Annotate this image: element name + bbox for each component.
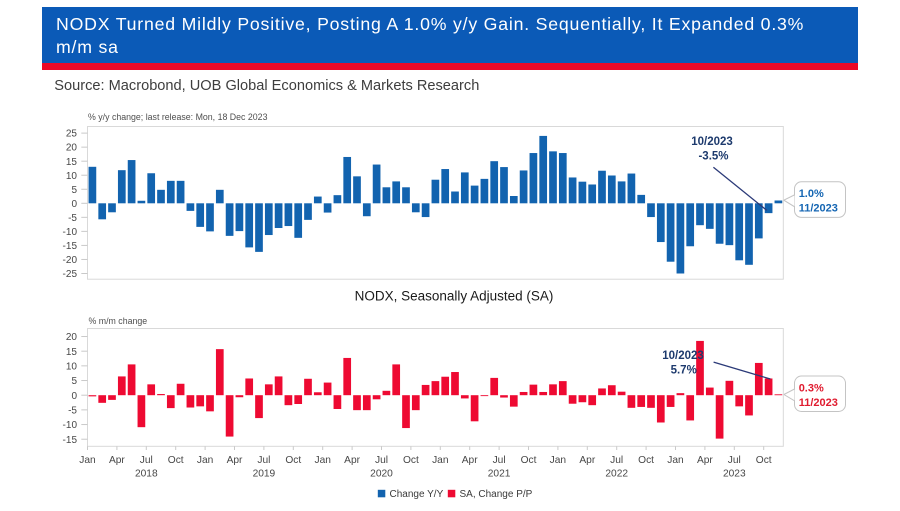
svg-text:-3.5%: -3.5% xyxy=(698,151,728,163)
svg-text:11/2023: 11/2023 xyxy=(799,202,838,214)
svg-text:2023: 2023 xyxy=(723,468,746,479)
svg-text:15: 15 xyxy=(66,347,78,358)
svg-text:20: 20 xyxy=(66,143,78,154)
svg-text:-5: -5 xyxy=(68,405,77,416)
svg-text:Apr: Apr xyxy=(109,455,125,466)
svg-text:15: 15 xyxy=(66,157,78,168)
svg-text:-25: -25 xyxy=(63,269,78,280)
svg-text:Jan: Jan xyxy=(667,455,683,466)
svg-text:2019: 2019 xyxy=(253,468,276,479)
svg-text:Oct: Oct xyxy=(638,455,654,466)
svg-text:-15: -15 xyxy=(63,435,78,446)
svg-text:Jan: Jan xyxy=(197,455,213,466)
svg-text:10/2023: 10/2023 xyxy=(691,136,733,148)
svg-text:5: 5 xyxy=(71,185,77,196)
svg-text:Oct: Oct xyxy=(285,455,301,466)
svg-text:-10: -10 xyxy=(63,420,78,431)
svg-text:NODX, Seasonally Adjusted (SA): NODX, Seasonally Adjusted (SA) xyxy=(355,289,554,304)
svg-text:2020: 2020 xyxy=(370,468,393,479)
svg-text:25: 25 xyxy=(66,129,78,140)
svg-text:-15: -15 xyxy=(63,241,78,252)
svg-text:Jan: Jan xyxy=(550,455,566,466)
svg-text:-10: -10 xyxy=(63,227,78,238)
svg-text:Apr: Apr xyxy=(579,455,595,466)
svg-text:Oct: Oct xyxy=(403,455,419,466)
svg-text:Jul: Jul xyxy=(728,455,741,466)
svg-text:2022: 2022 xyxy=(605,468,628,479)
svg-text:Jan: Jan xyxy=(314,455,330,466)
svg-text:0.3%: 0.3% xyxy=(799,383,824,395)
svg-text:1.0%: 1.0% xyxy=(799,188,824,200)
svg-text:% m/m change: % m/m change xyxy=(89,316,148,326)
svg-text:Oct: Oct xyxy=(756,455,772,466)
svg-text:Jul: Jul xyxy=(375,455,388,466)
svg-text:Apr: Apr xyxy=(227,455,243,466)
svg-text:Apr: Apr xyxy=(462,455,478,466)
svg-text:-20: -20 xyxy=(63,255,78,266)
svg-text:Jul: Jul xyxy=(610,455,623,466)
svg-text:% y/y change; last release: Mo: % y/y change; last release: Mon, 18 Dec … xyxy=(88,112,268,122)
svg-text:Jan: Jan xyxy=(79,455,95,466)
svg-text:5: 5 xyxy=(71,376,77,387)
svg-text:2021: 2021 xyxy=(488,468,511,479)
svg-text:20: 20 xyxy=(66,332,78,343)
svg-text:Oct: Oct xyxy=(168,455,184,466)
svg-text:Jul: Jul xyxy=(140,455,153,466)
svg-text:-5: -5 xyxy=(68,213,77,224)
svg-text:Apr: Apr xyxy=(697,455,713,466)
svg-text:0: 0 xyxy=(71,391,77,402)
svg-text:10: 10 xyxy=(66,361,78,372)
svg-text:Oct: Oct xyxy=(521,455,537,466)
svg-text:Apr: Apr xyxy=(344,455,360,466)
svg-text:5.7%: 5.7% xyxy=(671,364,697,376)
svg-text:0: 0 xyxy=(71,199,77,210)
svg-text:2018: 2018 xyxy=(135,468,158,479)
svg-text:10/2023: 10/2023 xyxy=(662,350,704,362)
svg-text:10: 10 xyxy=(66,171,78,182)
svg-text:SA, Change P/P: SA, Change P/P xyxy=(460,489,533,500)
svg-text:11/2023: 11/2023 xyxy=(799,397,838,409)
svg-text:Jul: Jul xyxy=(493,455,506,466)
svg-text:Change Y/Y: Change Y/Y xyxy=(390,489,444,500)
svg-text:Jul: Jul xyxy=(257,455,270,466)
svg-text:Jan: Jan xyxy=(432,455,448,466)
